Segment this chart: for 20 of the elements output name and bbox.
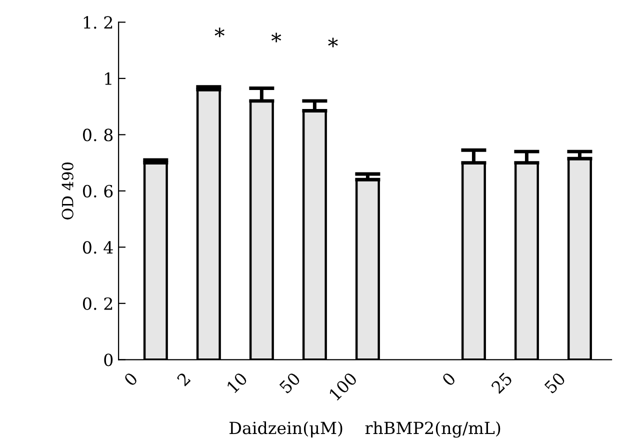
y-tick-label: 1. 2 bbox=[84, 16, 112, 29]
annotation: * bbox=[214, 28, 224, 38]
y-axis-title: OD 490 bbox=[62, 162, 74, 220]
x-tick-label: 25 bbox=[490, 372, 513, 394]
y-tick-label: 0. 6 bbox=[82, 184, 113, 198]
x-tick-label: 100 bbox=[328, 372, 358, 401]
x-tick-label: 2 bbox=[176, 372, 191, 386]
x-tick-label: 10 bbox=[226, 372, 248, 394]
y-tick-label: 1 bbox=[105, 72, 112, 85]
y-tick-label: 0. 4 bbox=[82, 241, 113, 254]
y-tick-label: 0 bbox=[104, 354, 113, 366]
annotation: * bbox=[328, 38, 338, 48]
y-tick-label: 0. 2 bbox=[82, 297, 112, 310]
y-tick-label: 0. 8 bbox=[82, 128, 113, 142]
annotation: * bbox=[271, 32, 282, 42]
x-tick-label: 50 bbox=[544, 372, 566, 394]
x-tick-label: 0 bbox=[441, 372, 456, 387]
x-tick-label: 50 bbox=[278, 372, 301, 394]
x-axis-title: Daidzein(μM) rhBMP2(ng/mL) bbox=[230, 421, 500, 438]
x-tick-label: 0 bbox=[123, 372, 138, 387]
